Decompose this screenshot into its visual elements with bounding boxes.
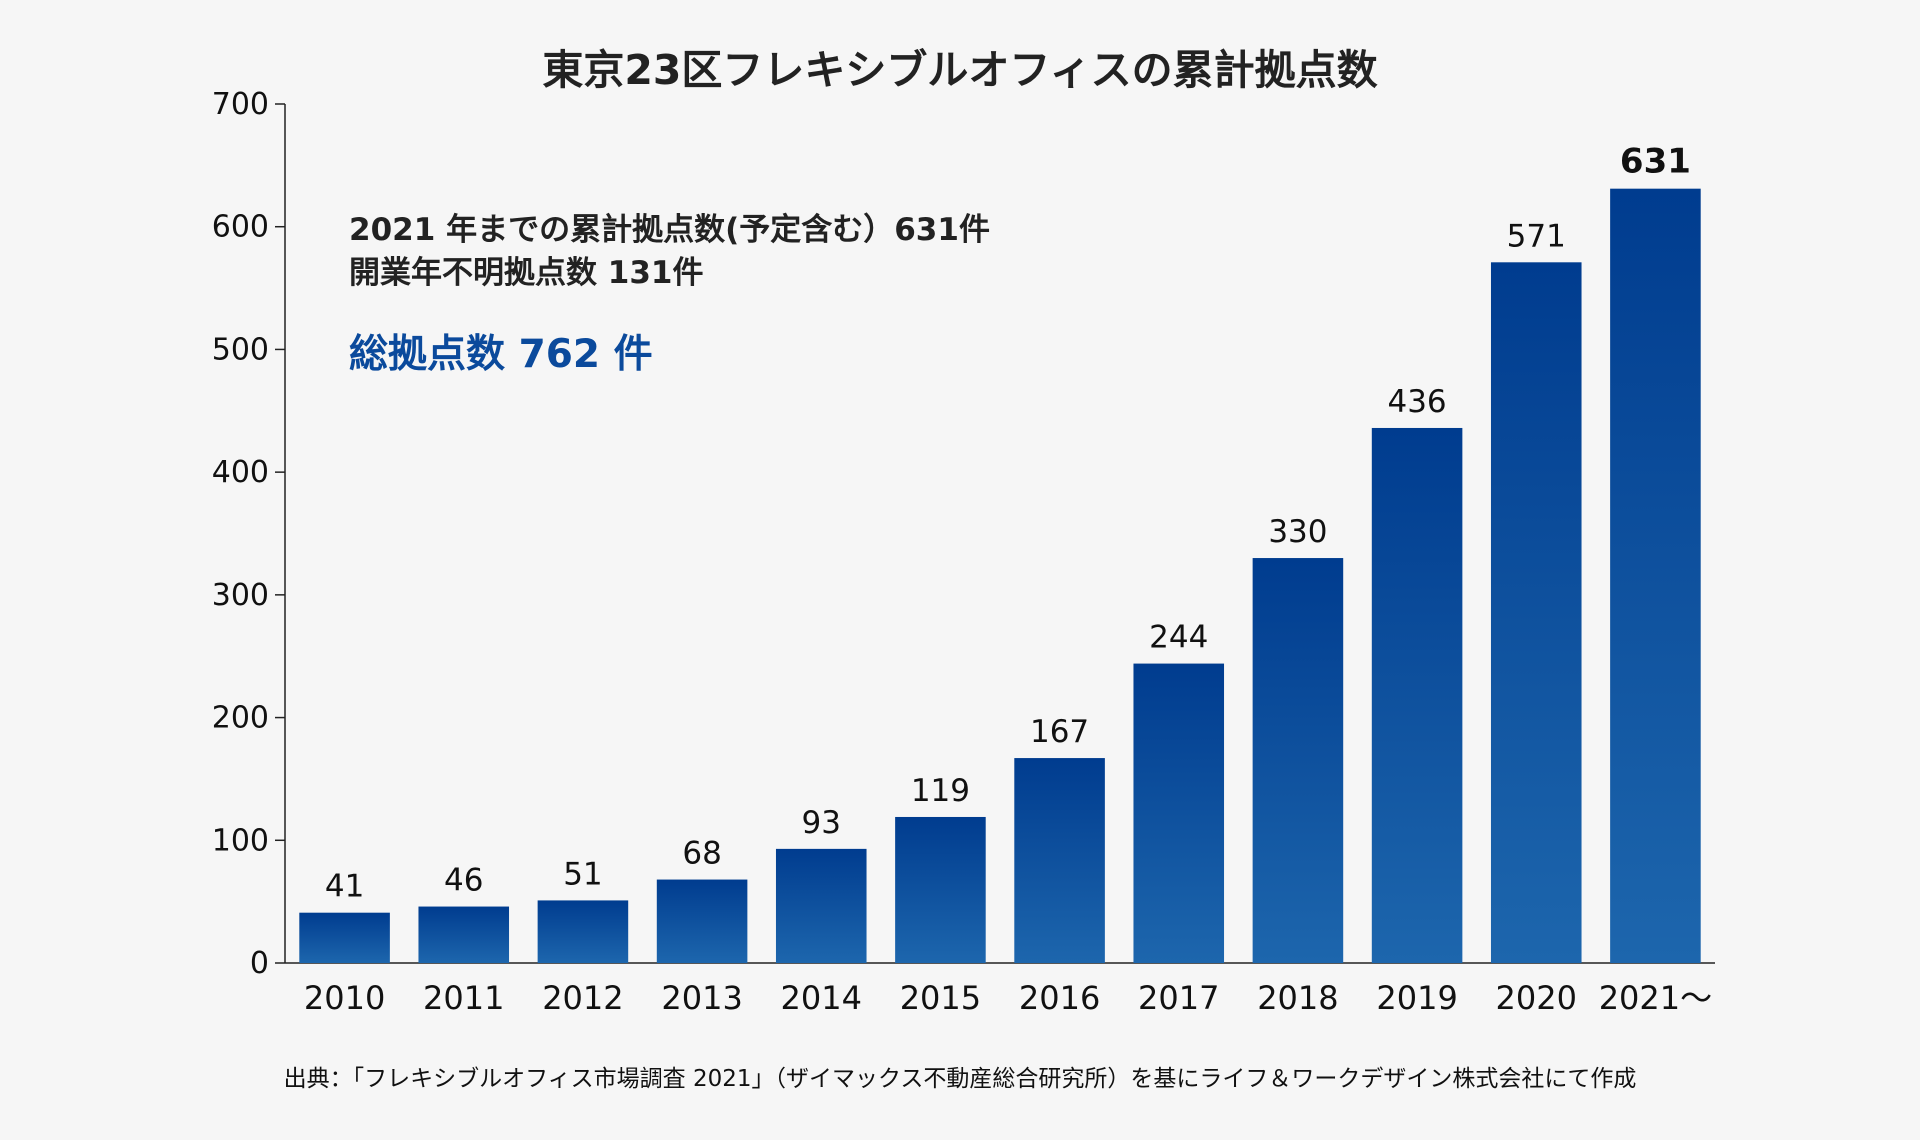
y-tick-label: 400: [212, 455, 269, 490]
bar: [1610, 188, 1701, 963]
bar-value-label: 93: [802, 805, 841, 841]
bar-value-label: 46: [444, 863, 483, 899]
bar-value-label: 330: [1268, 514, 1327, 550]
y-tick-label: 0: [250, 946, 269, 981]
bar: [1490, 262, 1582, 964]
bar-value-label: 68: [682, 836, 721, 872]
bar-value-label: 244: [1149, 620, 1208, 656]
y-axis: 0 100 200 300 400 500 600 700: [212, 87, 1715, 981]
x-tick-label: 2015: [900, 979, 981, 1017]
bar-value-label: 41: [325, 869, 364, 905]
x-tick-label: 2014: [781, 979, 862, 1017]
bar-value-label: 436: [1387, 384, 1446, 420]
x-tick-label: 2013: [661, 979, 742, 1017]
y-tick-label: 600: [212, 210, 269, 245]
x-tick-label: 2019: [1376, 979, 1457, 1017]
y-tick-label: 300: [212, 578, 269, 613]
value-labels: 41 46 51 68 93 119 167 244 330 436 571 631: [325, 142, 1691, 905]
x-tick-label: 2012: [542, 979, 623, 1017]
bar-series: [299, 188, 1701, 964]
bar: [656, 879, 748, 963]
y-tick-label: 500: [212, 332, 269, 367]
annotation-cumulative-total: 2021 年までの累計拠点数(予定含む）631件: [349, 212, 990, 248]
bar: [418, 906, 510, 963]
x-tick-label: 2010: [304, 979, 385, 1017]
bar: [1371, 427, 1463, 964]
x-tick-label: 2017: [1138, 979, 1219, 1017]
bar-value-label: 631: [1620, 142, 1691, 182]
bar: [537, 900, 629, 963]
chart-title: 東京23区フレキシブルオフィスの累計拠点数: [542, 46, 1377, 94]
bar: [1014, 758, 1105, 963]
x-tick-label: 2011: [423, 979, 504, 1017]
x-tick-label: 2021〜: [1599, 979, 1712, 1017]
bar: [299, 912, 390, 963]
bar: [1133, 663, 1225, 963]
x-axis-labels: 2010 2011 2012 2013 2014 2015 2016 2017 2018 2019…: [304, 979, 1712, 1017]
bar-value-label: 571: [1507, 218, 1566, 254]
x-tick-label: 2018: [1257, 979, 1338, 1017]
x-tick-label: 2020: [1496, 979, 1577, 1017]
annotation-unknown-year-count: 開業年不明拠点数 131件: [349, 255, 704, 291]
bar-value-label: 51: [563, 856, 602, 892]
bar-value-label: 119: [911, 773, 970, 809]
annotation-grand-total: 総拠点数 762 件: [349, 332, 653, 377]
x-tick-label: 2016: [1019, 979, 1100, 1017]
y-tick-label: 200: [212, 701, 269, 736]
bar: [895, 816, 986, 963]
y-tick-label: 700: [212, 87, 269, 122]
bar: [775, 848, 867, 963]
source-note: 出典：「フレキシブルオフィス市場調査 2021」（ザイマックス不動産総合研究所）…: [284, 1066, 1637, 1092]
y-tick-label: 100: [212, 823, 269, 858]
bar-value-label: 167: [1030, 714, 1089, 750]
bar: [1252, 558, 1344, 963]
